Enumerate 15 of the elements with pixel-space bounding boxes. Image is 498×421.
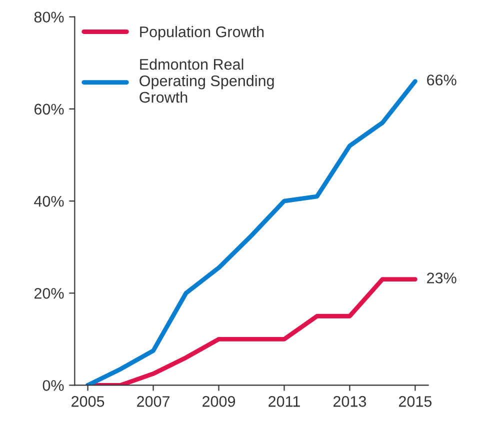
x-tick-label: 2005 xyxy=(72,396,104,407)
x-tick-label: 2013 xyxy=(333,396,366,407)
legend-label: Population Growth xyxy=(140,26,264,40)
y-tick-label: 80% xyxy=(34,12,64,23)
x-tick-label: 2007 xyxy=(137,396,170,407)
legend-label: Edmonton Real Operating Spending Growth xyxy=(140,58,274,103)
x-tick-label: 2015 xyxy=(398,396,432,407)
x-tick-label: 2009 xyxy=(202,396,236,407)
y-tick-label: 20% xyxy=(34,288,64,299)
annotation: 66% xyxy=(427,74,456,86)
y-tick-label: 60% xyxy=(34,104,64,115)
y-tick-label: 40% xyxy=(34,196,64,207)
x-tick-label: 2011 xyxy=(268,396,300,407)
y-tick-label: 0% xyxy=(42,380,64,391)
annotation: 23% xyxy=(427,272,456,284)
